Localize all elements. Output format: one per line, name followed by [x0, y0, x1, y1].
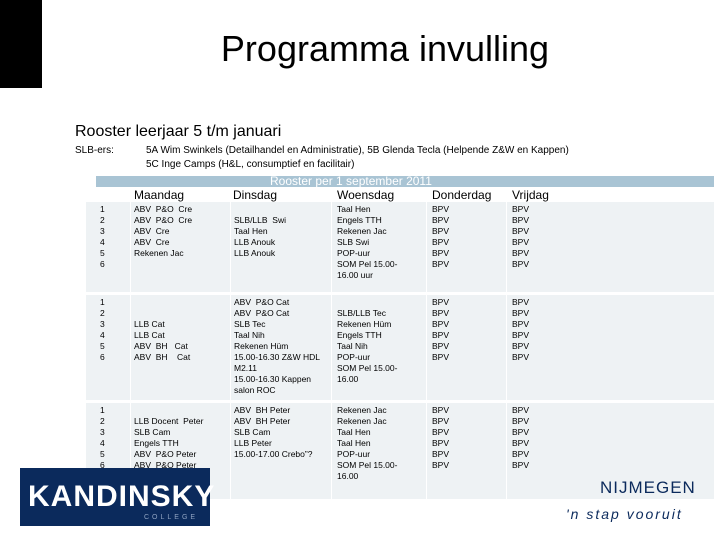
- nijmegen-logo: NIJMEGEN: [600, 478, 696, 497]
- day-header-thursday: Donderdag: [432, 188, 492, 202]
- hours-block-2: 1 2 3 4 5 6: [100, 297, 105, 362]
- cell-b1-monday: ABV P&O Cre ABV P&O Cre ABV Cre ABV Cre …: [134, 204, 193, 258]
- slide-title: Programma invulling: [220, 28, 550, 69]
- black-corner-bar: [0, 0, 42, 88]
- schedule-banner-text: Rooster per 1 september 2011: [270, 174, 432, 188]
- slb-line-2: 5C Inge Camps (H&L, consumptief en facil…: [146, 159, 355, 170]
- schedule-block-2: [86, 295, 714, 400]
- kandinsky-logo-subtext: COLLEGE: [144, 514, 199, 521]
- cell-b2-tuesday: ABV P&O Cat ABV P&O Cat SLB Tec Taal Nih…: [234, 297, 320, 395]
- cell-b2-monday: LLB Cat LLB Cat ABV BH Cat ABV BH Cat: [134, 319, 191, 362]
- cell-b1-tuesday: SLB/LLB Swi Taal Hen LLB Anouk LLB Anouk: [234, 215, 286, 258]
- cell-b1-wednesday: Taal Hen Engels TTH Rekenen Jac SLB Swi …: [337, 204, 398, 280]
- day-header-friday: Vrijdag: [512, 188, 549, 202]
- cell-b2-thursday: BPV BPV BPV BPV BPV BPV: [432, 297, 450, 362]
- day-header-wednesday: Woensdag: [337, 188, 395, 202]
- cell-b1-thursday: BPV BPV BPV BPV BPV BPV: [432, 204, 450, 269]
- day-header-tuesday: Dinsdag: [233, 188, 278, 202]
- slb-line-1: 5A Wim Swinkels (Detailhandel en Adminis…: [146, 145, 569, 156]
- kandinsky-logo-text: KANDINSKY: [28, 480, 216, 513]
- cell-b2-wednesday: SLB/LLB Tec Rekenen Hüm Engels TTH Taal …: [337, 308, 398, 384]
- cell-b3-thursday: BPV BPV BPV BPV BPV BPV: [432, 405, 450, 470]
- schedule-block-1: [86, 202, 714, 292]
- slb-label: SLB-ers:: [75, 145, 114, 156]
- hours-block-1: 1 2 3 4 5 6: [100, 204, 105, 269]
- cell-b1-friday: BPV BPV BPV BPV BPV BPV: [512, 204, 530, 269]
- cell-b3-monday: LLB Docent Peter SLB Cam Engels TTH ABV …: [134, 416, 204, 470]
- cell-b3-friday: BPV BPV BPV BPV BPV BPV: [512, 405, 530, 470]
- day-header-monday: Maandag: [134, 188, 185, 202]
- kandinsky-logo: KANDINSKY COLLEGE: [20, 468, 214, 526]
- cell-b3-tuesday: ABV BH Peter ABV BH Peter SLB Cam LLB Pe…: [234, 405, 313, 459]
- cell-b3-wednesday: Rekenen Jac Rekenen Jac Taal Hen Taal He…: [337, 405, 398, 481]
- slogan-text: 'n stap vooruit: [566, 506, 683, 522]
- slide-subtitle: Rooster leerjaar 5 t/m januari: [75, 123, 282, 140]
- schedule-banner: [96, 176, 714, 187]
- cell-b2-friday: BPV BPV BPV BPV BPV BPV: [512, 297, 530, 362]
